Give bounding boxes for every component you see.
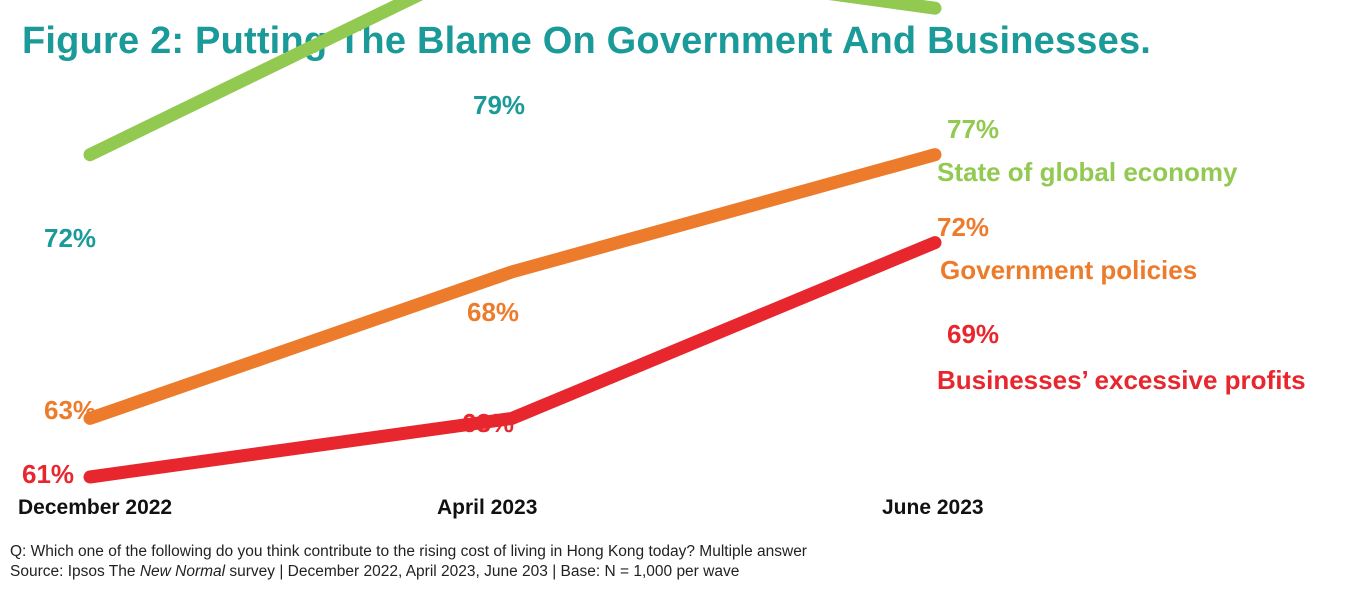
government-value-label-0: 63% bbox=[44, 395, 96, 425]
economy-series-name: State of global economy bbox=[937, 157, 1238, 187]
economy-value-label-1: 79% bbox=[473, 90, 525, 120]
economy-value-label-2: 77% bbox=[947, 114, 999, 144]
source-prefix: Source: Ipsos The bbox=[10, 563, 140, 580]
business-series-line bbox=[83, 236, 942, 484]
source-survey-name: New Normal bbox=[139, 563, 226, 580]
government-value-label-2: 72% bbox=[937, 212, 989, 242]
x-tick-label-1: April 2023 bbox=[437, 496, 537, 519]
source-footnote: Source: Ipsos The New Normal survey | De… bbox=[10, 563, 739, 581]
x-tick-label-0: December 2022 bbox=[18, 496, 172, 519]
government-series-line bbox=[83, 148, 942, 425]
data-labels: 72% 79% 77% State of global economy 63% 68% 72… bbox=[22, 90, 1306, 489]
x-axis-tick-labels: December 2022 April 2023 June 2023 bbox=[18, 496, 984, 519]
question-footnote: Q: Which one of the following do you thi… bbox=[10, 543, 807, 560]
source-suffix: survey | December 2022, April 2023, June… bbox=[225, 563, 740, 580]
economy-value-label-0: 72% bbox=[44, 223, 96, 253]
government-series-name: Government policies bbox=[940, 255, 1197, 285]
series-lines bbox=[83, 0, 942, 484]
x-tick-label-2: June 2023 bbox=[882, 496, 984, 519]
government-value-label-1: 68% bbox=[467, 297, 519, 327]
chart-title: Figure 2: Putting The Blame On Governmen… bbox=[22, 20, 1152, 62]
line-chart: 72% 79% 77% State of global economy 63% 68% 72… bbox=[18, 0, 1306, 519]
business-value-label-1: 63% bbox=[462, 408, 514, 438]
business-value-label-2: 69% bbox=[947, 319, 999, 349]
economy-series-line bbox=[83, 0, 942, 162]
business-value-label-0: 61% bbox=[22, 459, 74, 489]
business-series-name: Businesses’ excessive profits bbox=[937, 365, 1306, 395]
